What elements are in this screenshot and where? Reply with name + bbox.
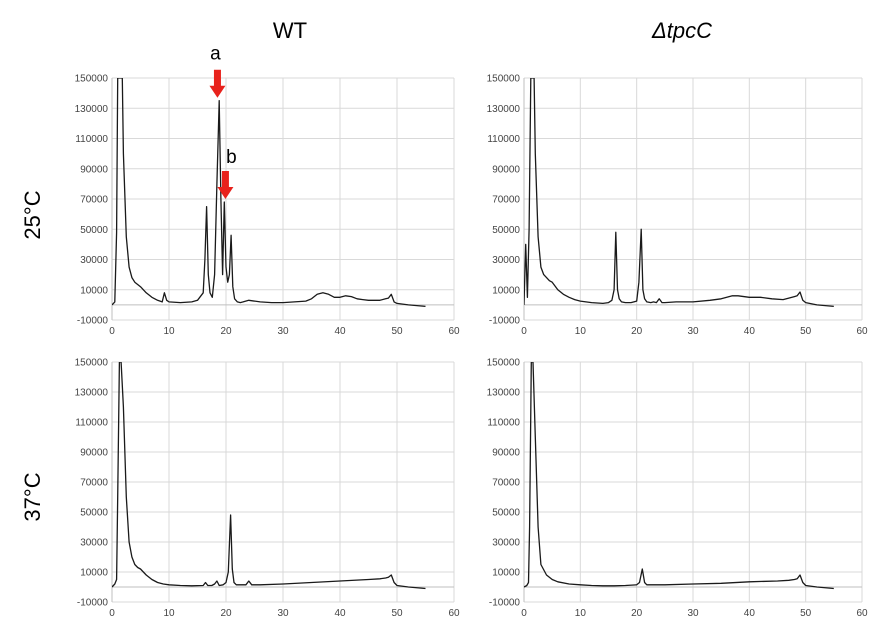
y-tick-label: 110000 [75, 418, 108, 429]
x-tick-label: 20 [631, 326, 643, 337]
y-tick-label: 130000 [487, 388, 521, 399]
y-tick-label: -10000 [489, 316, 521, 327]
y-tick-label: 110000 [75, 134, 108, 145]
panel-wt-25c: -10000 10000 30000 50000 70000 90000 110000 130… [75, 44, 460, 337]
x-tick-label: 50 [391, 608, 403, 619]
chromatogram-trace [524, 78, 834, 308]
x-tick-label: 10 [575, 326, 587, 337]
y-tick-label: 10000 [80, 285, 108, 296]
x-tick-label: 60 [448, 608, 460, 619]
x-tick-label: 20 [220, 608, 232, 619]
peak-label-b: b [226, 147, 237, 168]
y-tick-label: 110000 [487, 134, 520, 145]
x-tick-label: 50 [800, 608, 812, 619]
y-tick-label: 50000 [492, 508, 520, 519]
y-tick-label: 30000 [80, 255, 108, 266]
x-tick-label: 30 [687, 608, 699, 619]
y-tick-label: 90000 [80, 448, 108, 459]
x-tick-label: 10 [575, 608, 587, 619]
y-tick-label: 150000 [75, 358, 109, 369]
y-tick-label: 150000 [487, 358, 521, 369]
x-tick-label: 60 [856, 326, 868, 337]
x-tick-label: 60 [856, 608, 868, 619]
y-tick-label: 10000 [492, 568, 520, 579]
x-tick-label: 40 [744, 326, 756, 337]
peak-label-a: a [210, 44, 221, 65]
y-tick-label: 150000 [487, 74, 521, 85]
y-tick-label: 30000 [492, 255, 520, 266]
row-label-25c: 25°C [20, 190, 45, 239]
panel-mutant-25c: -10000 10000 30000 50000 70000 90000 110000 130… [487, 74, 868, 338]
x-tick-label: 10 [163, 608, 175, 619]
y-tick-label: 90000 [80, 164, 108, 175]
x-tick-label: 40 [744, 608, 756, 619]
peak-arrow-a [209, 69, 226, 98]
column-title-wt: WT [273, 18, 307, 43]
y-tick-label: 70000 [80, 195, 108, 206]
panel-wt-37c: -10000 10000 30000 50000 70000 90000 110000 130… [75, 358, 460, 620]
row-label-37c: 37°C [20, 472, 45, 521]
y-tick-label: 130000 [75, 104, 109, 115]
x-tick-label: 50 [391, 326, 403, 337]
x-tick-label: 0 [521, 326, 527, 337]
x-tick-label: 10 [163, 326, 175, 337]
chromatogram-trace [524, 362, 834, 590]
chromatogram-trace [112, 362, 426, 590]
x-tick-label: 0 [109, 608, 115, 619]
x-tick-label: 40 [334, 326, 346, 337]
y-tick-label: -10000 [77, 598, 109, 609]
y-tick-label: 30000 [80, 538, 108, 549]
y-tick-label: 130000 [487, 104, 521, 115]
chromatogram-trace [112, 78, 426, 308]
y-tick-label: 130000 [75, 388, 109, 399]
y-tick-label: 90000 [492, 448, 520, 459]
peak-arrow-b [217, 171, 234, 200]
y-tick-label: 70000 [492, 195, 520, 206]
x-tick-label: 30 [277, 608, 289, 619]
x-tick-label: 20 [631, 608, 643, 619]
x-tick-label: 50 [800, 326, 812, 337]
x-tick-label: 20 [220, 326, 232, 337]
x-tick-label: 0 [521, 608, 527, 619]
x-tick-label: 0 [109, 326, 115, 337]
y-tick-label: 90000 [492, 164, 520, 175]
y-tick-label: 30000 [492, 538, 520, 549]
x-tick-label: 30 [687, 326, 699, 337]
y-tick-label: 50000 [80, 225, 108, 236]
y-tick-label: 110000 [487, 418, 520, 429]
x-tick-label: 40 [334, 608, 346, 619]
y-tick-label: 50000 [80, 508, 108, 519]
x-tick-label: 30 [277, 326, 289, 337]
y-tick-label: 10000 [80, 568, 108, 579]
y-tick-label: -10000 [489, 598, 521, 609]
y-tick-label: 70000 [492, 478, 520, 489]
y-tick-label: 50000 [492, 225, 520, 236]
y-tick-label: -10000 [77, 316, 109, 327]
y-tick-label: 10000 [492, 285, 520, 296]
y-tick-label: 70000 [80, 478, 108, 489]
x-tick-label: 60 [448, 326, 460, 337]
y-tick-label: 150000 [75, 74, 109, 85]
column-title-mutant: ΔtpcC [651, 18, 712, 43]
panel-mutant-37c: -10000 10000 30000 50000 70000 90000 110000 130… [487, 358, 868, 620]
